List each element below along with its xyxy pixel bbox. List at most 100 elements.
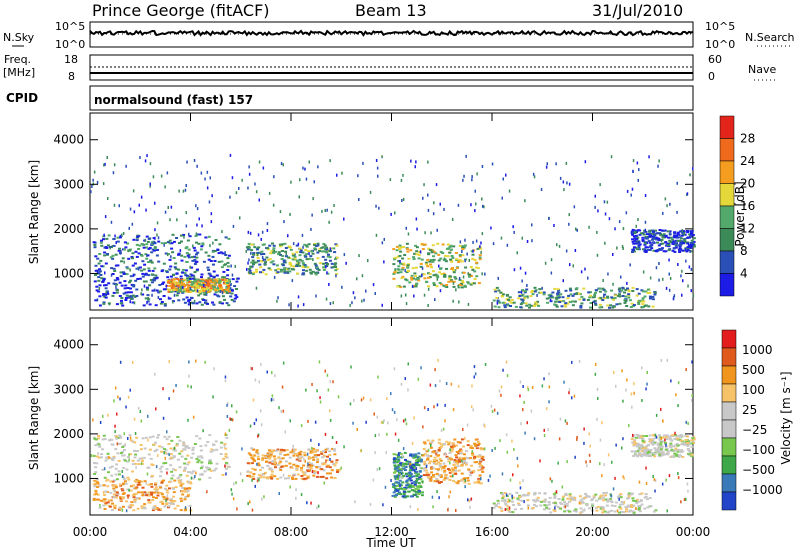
range-gate-cell xyxy=(661,440,665,443)
scatter-cell xyxy=(464,259,466,263)
range-gate-cell xyxy=(246,462,250,465)
range-gate-cell xyxy=(411,489,415,492)
range-gate-cell xyxy=(526,504,530,507)
scatter-cell xyxy=(104,162,106,166)
scatter-cell xyxy=(369,502,372,506)
range-gate-cell xyxy=(431,244,435,247)
range-gate-cell xyxy=(182,290,186,293)
range-gate-cell xyxy=(269,252,273,255)
range-gate-cell xyxy=(682,242,686,245)
range-gate-cell xyxy=(573,300,577,303)
range-gate-cell xyxy=(547,503,551,506)
range-gate-cell xyxy=(118,442,122,445)
scatter-cell xyxy=(604,241,606,245)
range-gate-cell xyxy=(219,453,223,455)
range-gate-cell xyxy=(162,288,166,291)
range-gate-cell xyxy=(417,254,421,257)
range-gate-cell xyxy=(556,292,559,295)
range-gate-cell xyxy=(553,502,557,504)
range-gate-cell xyxy=(673,231,677,234)
range-gate-cell xyxy=(307,470,310,473)
range-gate-cell xyxy=(503,304,507,307)
range-gate-cell xyxy=(152,506,156,509)
range-gate-cell xyxy=(406,266,410,269)
range-gate-cell xyxy=(627,289,631,292)
range-gate-cell xyxy=(191,282,195,285)
range-gate-cell xyxy=(509,305,512,307)
range-gate-cell xyxy=(265,460,268,463)
range-gate-cell xyxy=(449,280,453,283)
range-gate-cell xyxy=(103,284,106,287)
range-gate-cell xyxy=(301,471,305,474)
range-gate-cell xyxy=(429,265,433,268)
scatter-cell xyxy=(402,447,405,451)
range-gate-cell xyxy=(112,485,116,487)
scatter-cell xyxy=(540,188,543,191)
range-gate-cell xyxy=(167,281,170,284)
range-gate-cell xyxy=(122,444,126,447)
scatter-cell xyxy=(644,228,647,232)
range-gate-cell xyxy=(642,449,646,452)
range-gate-cell xyxy=(292,473,296,476)
range-gate-cell xyxy=(438,462,442,465)
scatter-cell xyxy=(427,448,430,452)
range-gate-cell xyxy=(322,250,326,253)
range-gate-cell xyxy=(523,297,527,300)
range-gate-cell xyxy=(264,261,267,264)
scatter-cell xyxy=(335,441,338,444)
range-gate-cell xyxy=(662,233,666,236)
range-gate-cell xyxy=(428,476,432,479)
range-gate-cell xyxy=(510,299,514,301)
scatter-cell xyxy=(127,395,130,399)
scatter-cell xyxy=(687,284,689,288)
range-gate-cell xyxy=(559,299,562,302)
range-gate-cell xyxy=(458,279,462,282)
scatter-cell xyxy=(669,202,671,206)
range-gate-cell xyxy=(279,460,283,463)
scatter-cell xyxy=(496,411,499,415)
range-gate-cell xyxy=(334,258,337,261)
scatter-cell xyxy=(576,435,578,439)
scatter-cell xyxy=(128,458,130,462)
range-gate-cell xyxy=(519,306,523,309)
scatter-cell xyxy=(180,478,183,482)
scatter-cell xyxy=(196,289,199,293)
range-gate-cell xyxy=(261,243,265,246)
range-gate-cell xyxy=(289,248,293,251)
range-gate-cell xyxy=(181,268,185,271)
scatter-cell xyxy=(121,475,124,478)
scatter-cell xyxy=(229,417,231,421)
range-gate-cell xyxy=(396,255,400,258)
range-gate-cell xyxy=(560,502,563,505)
scatter-cell xyxy=(622,437,624,441)
range-gate-cell xyxy=(652,234,656,237)
scatter-cell xyxy=(198,217,200,221)
scatter-cell xyxy=(132,189,135,193)
range-gate-cell xyxy=(575,293,578,295)
velocity-heatmap xyxy=(90,358,696,514)
range-gate-cell xyxy=(448,441,452,444)
range-gate-cell xyxy=(611,306,615,309)
scatter-cell xyxy=(343,445,345,449)
scatter-cell xyxy=(629,263,631,267)
scatter-cell xyxy=(479,245,481,249)
scatter-cell xyxy=(96,270,99,274)
scatter-cell xyxy=(527,506,529,510)
range-gate-cell xyxy=(464,266,468,269)
range-gate-cell xyxy=(208,462,211,465)
scatter-cell xyxy=(107,197,109,200)
scatter-cell xyxy=(548,217,550,220)
scatter-cell xyxy=(652,475,654,478)
range-gate-cell xyxy=(453,460,457,463)
scatter-cell xyxy=(305,388,307,392)
range-gate-cell xyxy=(132,238,136,241)
range-gate-cell xyxy=(147,453,151,456)
range-gate-cell xyxy=(120,260,123,263)
scatter-cell xyxy=(374,451,376,454)
range-gate-cell xyxy=(233,285,237,288)
scatter-cell xyxy=(396,418,398,422)
range-gate-cell xyxy=(580,510,584,513)
range-gate-cell xyxy=(150,463,154,466)
x-tick-label: 04:00 xyxy=(173,525,208,539)
range-gate-cell xyxy=(135,478,139,481)
